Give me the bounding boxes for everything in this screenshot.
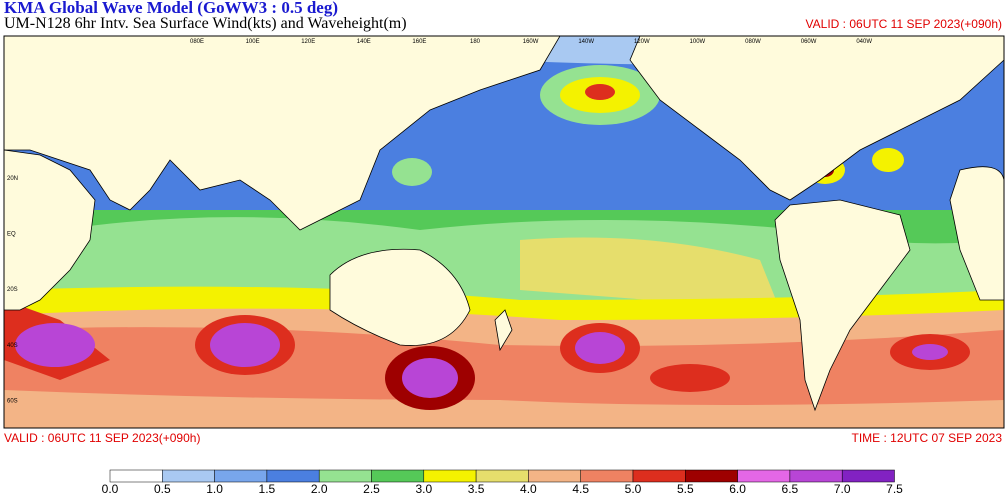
valid-time: VALID : 06UTC 11 SEP 2023(+090h) <box>805 17 1002 31</box>
colorbar-swatch <box>528 469 581 483</box>
colorbar-swatch <box>737 469 791 483</box>
map-frame <box>3 35 1005 429</box>
lon-label: 140E <box>357 39 371 45</box>
colorbar-label: 4.0 <box>520 482 537 496</box>
lon-label: 120W <box>634 39 650 45</box>
colorbar-swatch <box>162 469 215 483</box>
colorbar-label: 4.5 <box>572 482 589 496</box>
title: KMA Global Wave Model (GoWW3 : 0.5 deg) <box>4 0 339 17</box>
colorbar-label: 6.0 <box>729 482 746 496</box>
colorbar-label: 7.5 <box>886 482 903 496</box>
colorbar-swatch <box>632 469 686 483</box>
colorbar-label: 2.0 <box>311 482 328 496</box>
lat-label: 20S <box>7 287 18 293</box>
colorbar-label: 0.0 <box>102 482 119 496</box>
colorbar-label: 5.0 <box>625 482 642 496</box>
land <box>4 36 1004 412</box>
lat-label: 20N <box>7 176 18 182</box>
colorbar-label: 6.5 <box>782 482 799 496</box>
colorbar-label: 7.0 <box>834 482 851 496</box>
lon-label: 140W <box>578 39 594 45</box>
colorbar-label: 5.5 <box>677 482 694 496</box>
lon-label: 100W <box>690 39 706 45</box>
colorbar-swatch <box>214 469 268 483</box>
colorbar-label: 0.5 <box>154 482 171 496</box>
lon-label: 120E <box>301 39 315 45</box>
lon-label: 180 <box>470 39 481 45</box>
colorbar-swatch <box>318 469 372 483</box>
lon-label: 160W <box>523 39 539 45</box>
colorbar-swatch <box>685 469 738 483</box>
colorbar-swatch <box>266 469 320 483</box>
lon-label: 040W <box>856 39 872 45</box>
colorbar-swatch <box>789 469 843 483</box>
lon-label: 080W <box>745 39 761 45</box>
colorbar-swatch <box>475 469 529 483</box>
issue-time: TIME : 12UTC 07 SEP 2023 <box>851 431 1002 445</box>
colorbar-swatch <box>371 469 425 483</box>
colorbar-label: 3.0 <box>415 482 432 496</box>
colorbar-label: 1.0 <box>206 482 223 496</box>
valid-time-footer: VALID : 06UTC 11 SEP 2023(+090h) <box>4 431 201 445</box>
colorbar-swatch <box>841 469 895 483</box>
colorbar-label: 2.5 <box>363 482 380 496</box>
lat-label: 40S <box>7 343 18 349</box>
lat-label: 60S <box>7 398 18 404</box>
colorbar-swatch <box>109 469 163 483</box>
colorbar-swatch <box>423 469 477 483</box>
lon-label: 080E <box>190 39 204 45</box>
lon-label: 100E <box>246 39 260 45</box>
colorbar-label: 3.5 <box>468 482 485 496</box>
subtitle: UM-N128 6hr Intv. Sea Surface Wind(kts) … <box>4 15 407 32</box>
lon-label: 160E <box>412 39 426 45</box>
lat-label: EQ <box>7 232 16 238</box>
lon-label: 060W <box>801 39 817 45</box>
colorbar-label: 1.5 <box>259 482 276 496</box>
colorbar-swatch <box>580 469 634 483</box>
